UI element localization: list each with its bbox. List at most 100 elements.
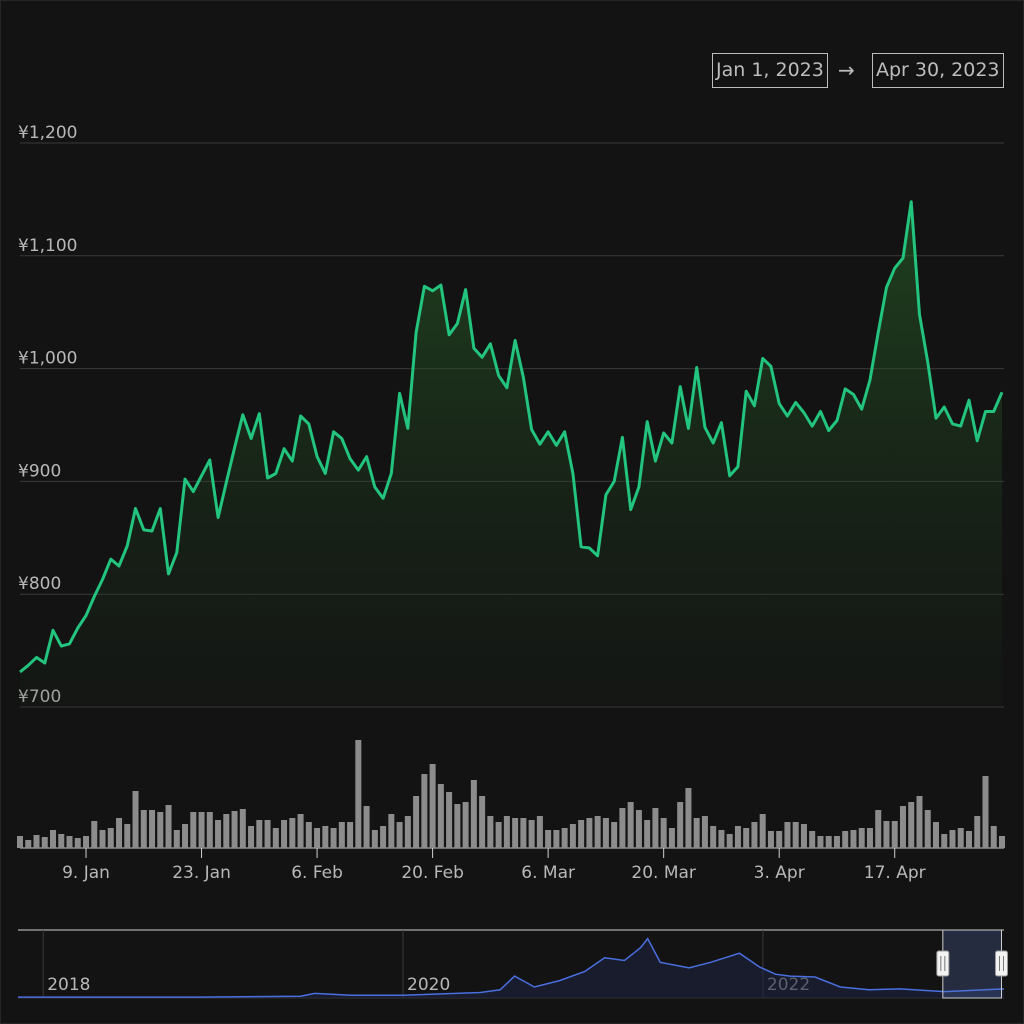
- volume-bar: [239, 809, 246, 848]
- volume-bar: [652, 808, 659, 848]
- volume-bar: [157, 812, 164, 848]
- volume-bar: [693, 818, 700, 848]
- volume-bar: [916, 796, 923, 848]
- volume-bar: [602, 818, 609, 848]
- volume-bar: [809, 831, 816, 848]
- volume-bar: [817, 836, 824, 848]
- volume-bar: [635, 810, 642, 848]
- navigator-tick-label: 2018: [47, 975, 90, 995]
- volume-bar: [569, 824, 576, 848]
- volume-bar: [957, 828, 964, 848]
- volume-bar: [726, 834, 733, 848]
- price-area: [20, 201, 1002, 707]
- volume-bar: [17, 836, 23, 848]
- navigator-handle[interactable]: [994, 950, 1008, 977]
- volume-bar: [611, 822, 618, 848]
- volume-bar: [949, 830, 956, 848]
- volume-bar: [512, 818, 519, 848]
- volume-bar: [850, 830, 857, 848]
- volume-bar: [941, 834, 948, 848]
- volume-bar: [718, 830, 725, 848]
- volume-bar: [91, 821, 98, 848]
- x-tick-label: 17. Apr: [864, 863, 926, 883]
- navigator-area: [18, 938, 1004, 998]
- volume-bar: [520, 818, 527, 848]
- range-from-input[interactable]: Jan 1, 2023: [712, 53, 828, 88]
- volume-bar: [470, 780, 477, 848]
- navigator-handle[interactable]: [936, 950, 950, 977]
- volume-bar: [173, 830, 180, 848]
- volume-bar: [528, 820, 535, 848]
- volume-bar: [248, 826, 255, 848]
- volume-bar: [792, 822, 799, 848]
- volume-bar: [223, 814, 230, 848]
- volume-bar: [503, 816, 510, 848]
- x-tick-label: 9. Jan: [62, 863, 110, 883]
- volume-bar: [363, 806, 370, 848]
- volume-bar: [347, 822, 354, 848]
- volume-bar: [743, 828, 750, 848]
- volume-bar: [124, 824, 131, 848]
- range-to-input[interactable]: Apr 30, 2023: [872, 53, 1004, 88]
- volume-bar: [305, 822, 312, 848]
- volume-bar: [380, 826, 387, 848]
- volume-bar: [264, 820, 271, 848]
- volume-bar: [355, 740, 362, 848]
- x-tick-label: 20. Mar: [631, 863, 696, 883]
- volume-bar: [734, 826, 741, 848]
- volume-bar: [314, 828, 321, 848]
- volume-bar: [899, 806, 906, 848]
- volume-bar: [561, 828, 568, 848]
- volume-bar: [272, 828, 279, 848]
- volume-bar: [330, 828, 337, 848]
- volume-bar: [281, 820, 288, 848]
- volume-bar: [404, 816, 411, 848]
- x-tick-label: 23. Jan: [172, 863, 231, 883]
- volume-bar: [256, 820, 263, 848]
- volume-bar: [866, 828, 873, 848]
- volume-bar: [858, 828, 865, 848]
- volume-bar: [388, 814, 395, 848]
- x-tick-label: 20. Feb: [401, 863, 464, 883]
- volume-bar: [289, 818, 296, 848]
- volume-bar: [586, 818, 593, 848]
- volume-bar: [25, 840, 32, 848]
- volume-bar: [140, 810, 147, 848]
- volume-bar: [999, 836, 1005, 848]
- volume-bar: [553, 830, 560, 848]
- volume-bar: [462, 802, 469, 848]
- navigator-tick-label: 2020: [407, 975, 450, 995]
- volume-bar: [825, 836, 832, 848]
- volume-bar: [710, 826, 717, 848]
- volume-bar: [206, 812, 213, 848]
- volume-bar: [965, 831, 972, 848]
- volume-bar: [396, 822, 403, 848]
- volume-bar: [116, 818, 123, 848]
- volume-bar: [767, 831, 774, 848]
- volume-bar: [83, 836, 90, 848]
- volume-bar: [231, 811, 238, 848]
- volume-bar: [421, 774, 428, 848]
- volume-bar: [190, 812, 197, 848]
- volume-bar: [883, 821, 890, 848]
- volume-bar: [99, 830, 106, 848]
- volume-bar: [198, 812, 205, 848]
- volume-bar: [182, 824, 189, 848]
- volume-bar: [338, 822, 345, 848]
- volume-bar: [924, 810, 931, 848]
- volume-bar: [132, 791, 139, 848]
- volume-bar: [627, 802, 634, 848]
- volume-bar: [149, 810, 156, 848]
- volume-bar: [701, 816, 708, 848]
- volume-bar: [495, 822, 502, 848]
- volume-bar: [677, 802, 684, 848]
- volume-bar: [908, 802, 915, 848]
- navigator-selection[interactable]: [942, 929, 1002, 999]
- volume-bar: [322, 826, 329, 848]
- volume-bar: [429, 764, 436, 848]
- x-tick-label: 6. Feb: [291, 863, 343, 883]
- volume-bar: [454, 804, 461, 848]
- volume-bar: [536, 816, 543, 848]
- range-separator: →: [838, 58, 855, 82]
- volume-bar: [297, 814, 304, 848]
